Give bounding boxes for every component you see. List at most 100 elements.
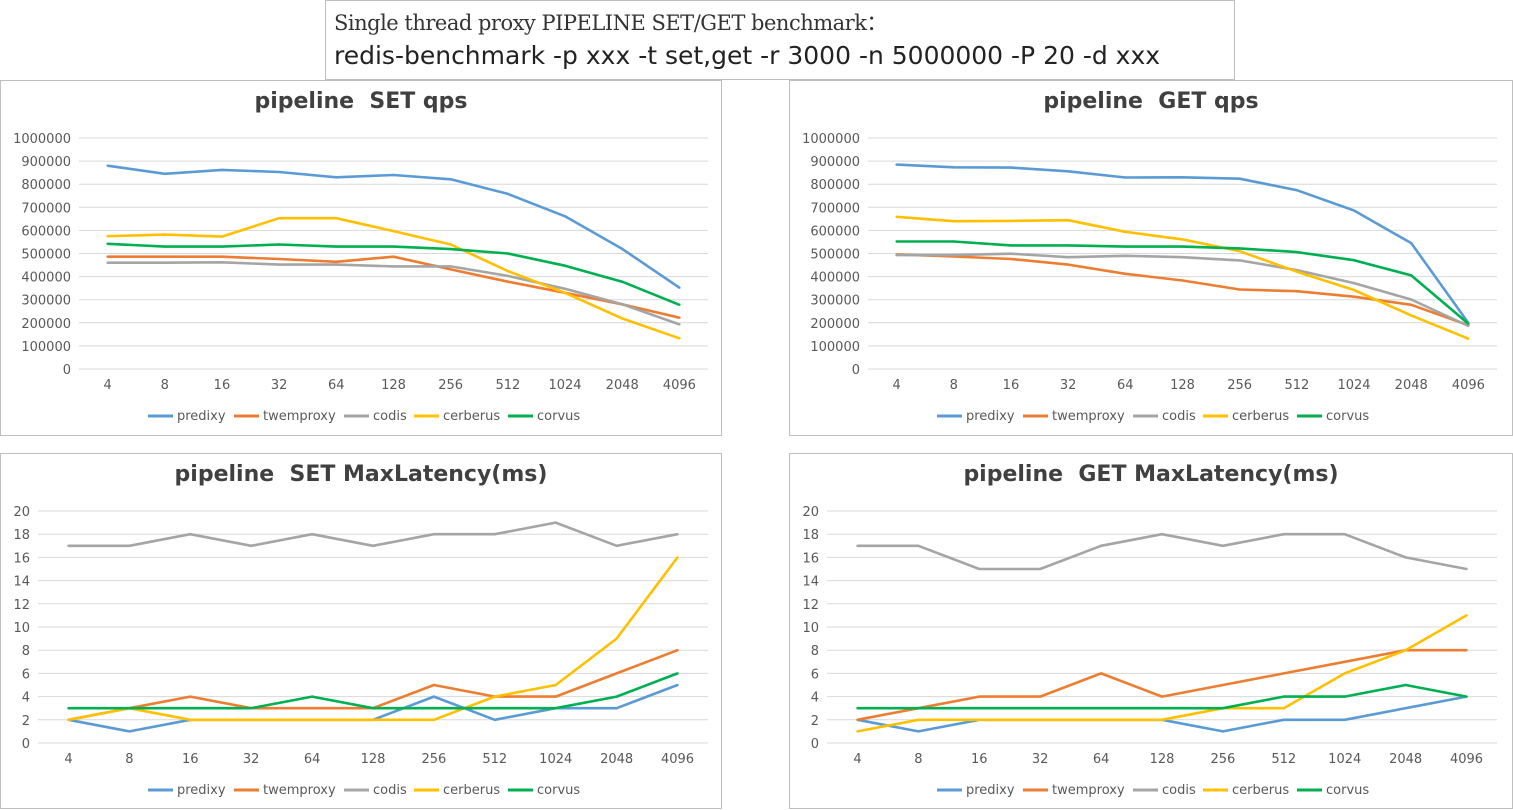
- data-point-codis: [249, 544, 253, 547]
- data-point-codis: [678, 323, 681, 326]
- chart-title: pipeline SET qps: [254, 89, 468, 114]
- y-tick-label: 12: [802, 598, 819, 613]
- data-point-codis: [220, 261, 224, 264]
- y-tick-label: 10: [802, 621, 819, 636]
- series-line-codis: [857, 532, 1467, 571]
- x-tick-label: 16: [214, 378, 231, 393]
- x-tick-label: 256: [1227, 378, 1252, 393]
- x-tick-label: 4096: [663, 378, 696, 393]
- data-point-corvus: [678, 303, 681, 306]
- data-point-cerberus: [678, 337, 681, 340]
- y-tick-label: 200000: [21, 317, 71, 332]
- chart-set-qps: 0 100000 200000 300000 400000 500000 600000 700…: [0, 80, 722, 436]
- data-point-cerberus: [978, 718, 981, 721]
- x-tick-label: 256: [1210, 752, 1235, 767]
- data-point-corvus: [917, 707, 920, 710]
- data-point-corvus: [432, 707, 436, 710]
- data-point-predixy: [1066, 170, 1070, 173]
- data-point-codis: [554, 521, 557, 524]
- data-point-corvus: [189, 707, 192, 710]
- data-point-cerberus: [1181, 238, 1184, 241]
- legend-label: predixy: [966, 409, 1015, 424]
- y-tick-label: 400000: [810, 271, 860, 286]
- data-point-cerberus: [621, 317, 624, 320]
- x-tick-label: 4: [892, 378, 900, 393]
- data-point-codis: [371, 544, 375, 547]
- data-point-codis: [978, 567, 981, 571]
- data-point-corvus: [1124, 245, 1127, 248]
- x-tick-label: 64: [1117, 378, 1134, 393]
- x-tick-label: 16: [182, 752, 199, 767]
- data-point-codis: [189, 533, 192, 536]
- legend-label: twemproxy: [263, 409, 336, 424]
- y-tick-label: 300000: [21, 294, 71, 309]
- data-point-twemproxy: [220, 255, 224, 258]
- data-point-codis: [1410, 298, 1413, 301]
- data-point-codis: [952, 253, 955, 257]
- chart-get-latency: 0 2 4 6 8 10 12 14 16 18 20 4 8 16 32 64 128 256 512 1024 20…: [789, 453, 1513, 809]
- legend-item-cerberus: cerberus: [1203, 783, 1289, 798]
- y-tick-label: 500000: [21, 248, 71, 263]
- chart-set-latency: 0 2 4 6 8 10 12 14 16 18 20 4 8 16 32 64 128 256 512 1024 20…: [0, 453, 722, 809]
- data-point-predixy: [493, 718, 497, 721]
- y-tick-label: 16: [802, 551, 819, 566]
- series-line-cerberus: [68, 556, 679, 722]
- data-point-corvus: [449, 247, 452, 251]
- y-tick-label: 0: [63, 363, 71, 378]
- data-point-codis: [676, 533, 679, 536]
- data-point-twemproxy: [506, 280, 510, 283]
- chart-title: pipeline GET qps: [1043, 89, 1259, 114]
- data-point-cerberus: [1404, 649, 1407, 652]
- legend-item-twemproxy: twemproxy: [234, 409, 336, 424]
- data-point-predixy: [1221, 730, 1225, 733]
- data-point-codis: [856, 544, 859, 547]
- x-tick-label: 16: [971, 752, 988, 767]
- data-point-predixy: [163, 172, 166, 176]
- data-point-corvus: [1282, 695, 1286, 698]
- y-tick-label: 100000: [21, 340, 71, 355]
- data-point-corvus: [554, 707, 557, 710]
- legend-item-predixy: predixy: [937, 783, 1015, 798]
- legend-label: cerberus: [443, 783, 500, 798]
- data-point-cerberus: [67, 718, 70, 721]
- x-tick-label: 32: [271, 378, 288, 393]
- legend-item-corvus: corvus: [508, 783, 580, 798]
- data-point-predixy: [621, 247, 624, 251]
- data-point-corvus: [1465, 695, 1468, 698]
- data-point-corvus: [621, 280, 624, 283]
- x-tick-label: 2048: [600, 752, 633, 767]
- legend-item-corvus: corvus: [1297, 783, 1369, 798]
- x-tick-label: 4096: [1452, 378, 1485, 393]
- legend-label: twemproxy: [263, 783, 336, 798]
- data-point-predixy: [506, 192, 510, 196]
- data-point-cerberus: [1465, 614, 1468, 617]
- data-point-twemproxy: [1038, 695, 1042, 698]
- data-point-cerberus: [335, 216, 338, 220]
- x-tick-label: 32: [1060, 378, 1077, 393]
- data-point-codis: [392, 265, 395, 268]
- legend-item-twemproxy: twemproxy: [1023, 783, 1125, 798]
- data-point-predixy: [676, 683, 679, 687]
- data-point-cerberus: [1238, 249, 1241, 253]
- data-point-predixy: [1282, 718, 1286, 721]
- data-point-codis: [128, 544, 131, 547]
- data-point-codis: [1343, 533, 1346, 536]
- legend-item-codis: codis: [344, 783, 407, 798]
- legend-item-predixy: predixy: [148, 409, 226, 424]
- data-point-codis: [335, 263, 338, 266]
- data-point-corvus: [1181, 245, 1184, 248]
- data-point-cerberus: [1038, 718, 1042, 721]
- y-tick-label: 600000: [21, 224, 71, 239]
- data-point-corvus: [277, 243, 281, 246]
- data-point-twemproxy: [856, 718, 859, 721]
- data-point-twemproxy: [1160, 695, 1164, 698]
- y-tick-label: 700000: [810, 201, 860, 216]
- legend-item-codis: codis: [1133, 783, 1196, 798]
- y-tick-label: 1000000: [13, 132, 71, 147]
- data-point-twemproxy: [1282, 672, 1286, 675]
- data-point-predixy: [106, 164, 109, 167]
- x-tick-label: 64: [1093, 752, 1110, 767]
- y-tick-label: 900000: [21, 155, 71, 170]
- chart-title: pipeline SET MaxLatency(ms): [174, 462, 548, 487]
